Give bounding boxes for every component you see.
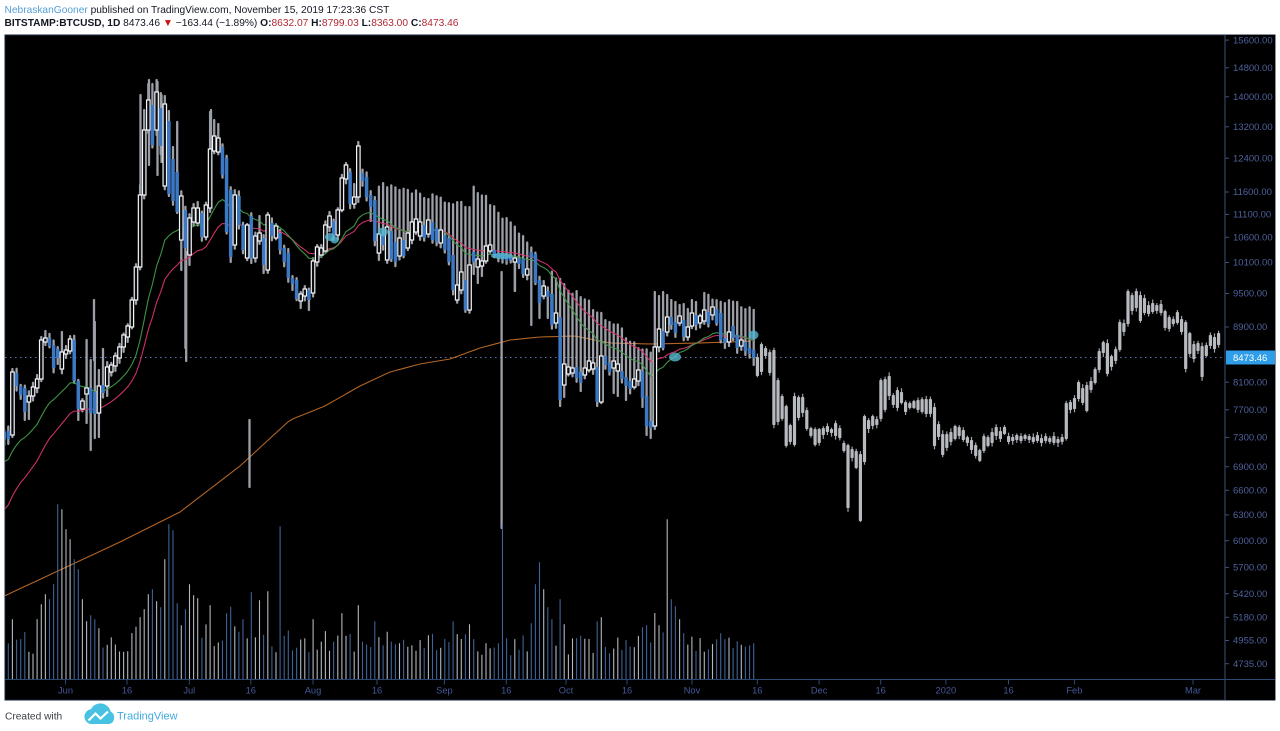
svg-text:16: 16 (122, 686, 132, 696)
svg-text:Sep: Sep (436, 686, 453, 696)
svg-text:6000.00: 6000.00 (1233, 536, 1267, 547)
svg-text:10600.00: 10600.00 (1233, 233, 1273, 244)
svg-text:12400.00: 12400.00 (1233, 153, 1273, 164)
svg-text:13200.00: 13200.00 (1233, 122, 1273, 133)
svg-text:15600.00: 15600.00 (1233, 35, 1273, 46)
svg-text:6900.00: 6900.00 (1233, 462, 1267, 473)
svg-text:16: 16 (752, 686, 762, 696)
svg-text:9500.00: 9500.00 (1233, 289, 1267, 300)
svg-text:NebraskanGooner published on T: NebraskanGooner published on TradingView… (5, 5, 390, 16)
svg-text:16: 16 (501, 686, 511, 696)
svg-text:8473.46: 8473.46 (1233, 353, 1267, 364)
svg-text:Dec: Dec (811, 686, 828, 696)
svg-text:6300.00: 6300.00 (1233, 510, 1267, 521)
svg-text:Jun: Jun (58, 686, 73, 696)
svg-text:2020: 2020 (936, 686, 957, 696)
svg-text:10100.00: 10100.00 (1233, 258, 1273, 269)
svg-text:4735.00: 4735.00 (1233, 659, 1267, 670)
svg-text:11100.00: 11100.00 (1233, 210, 1271, 221)
svg-text:5180.00: 5180.00 (1233, 613, 1267, 624)
svg-text:TradingView: TradingView (117, 711, 178, 723)
svg-text:14800.00: 14800.00 (1233, 63, 1273, 74)
svg-text:11600.00: 11600.00 (1233, 187, 1272, 198)
svg-text:BITSTAMP:BTCUSD, 1D 8473.46 ▼: BITSTAMP:BTCUSD, 1D 8473.46 ▼ −163.44 (−… (5, 18, 459, 29)
svg-text:16: 16 (876, 686, 886, 696)
svg-text:8100.00: 8100.00 (1233, 377, 1267, 388)
svg-text:16: 16 (622, 686, 632, 696)
svg-text:4955.00: 4955.00 (1233, 636, 1267, 647)
svg-text:5420.00: 5420.00 (1233, 589, 1267, 600)
svg-text:Feb: Feb (1066, 686, 1082, 696)
svg-text:7300.00: 7300.00 (1233, 433, 1267, 444)
svg-text:Created with: Created with (5, 712, 62, 723)
svg-text:Nov: Nov (684, 686, 701, 696)
svg-text:16: 16 (1003, 686, 1013, 696)
svg-text:16: 16 (246, 686, 256, 696)
svg-text:Aug: Aug (305, 686, 322, 696)
svg-text:8900.00: 8900.00 (1233, 322, 1267, 333)
svg-text:6600.00: 6600.00 (1233, 486, 1267, 497)
svg-text:7700.00: 7700.00 (1233, 405, 1267, 416)
svg-text:5700.00: 5700.00 (1233, 563, 1267, 574)
svg-text:Mar: Mar (1185, 686, 1201, 696)
svg-text:Jul: Jul (183, 686, 195, 696)
svg-text:14000.00: 14000.00 (1233, 92, 1273, 103)
svg-text:Oct: Oct (559, 686, 574, 696)
svg-text:16: 16 (372, 686, 382, 696)
